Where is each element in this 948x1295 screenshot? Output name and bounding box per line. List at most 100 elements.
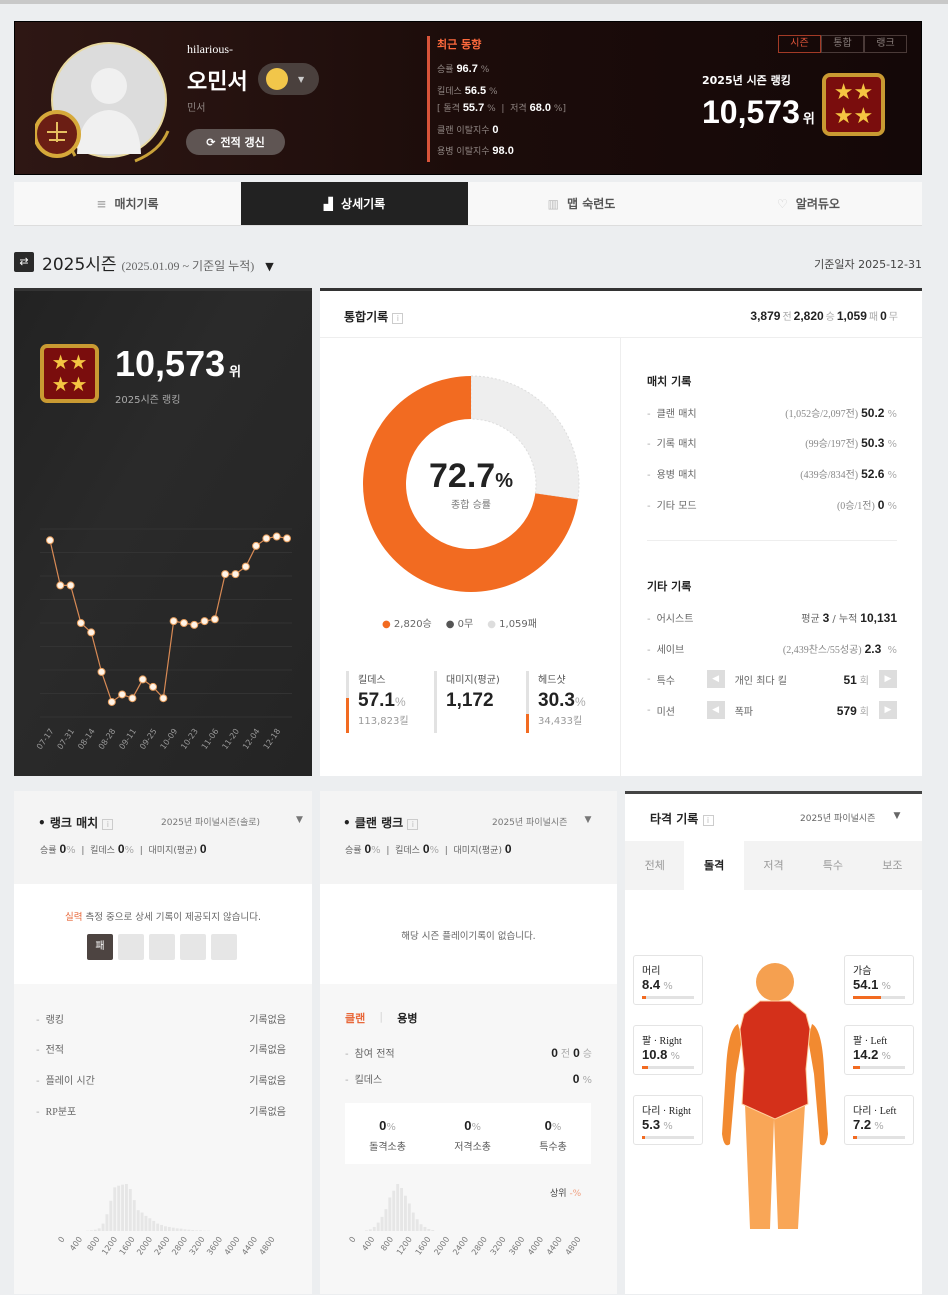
user-silhouette-icon (91, 68, 127, 104)
heart-icon: ♡ (777, 196, 788, 211)
emblem-selector[interactable]: ▼ (258, 63, 319, 95)
next-icon[interactable]: ▶ (879, 670, 897, 688)
winrate-donut-chart (363, 375, 580, 592)
x-tick-label: 08-14 (76, 727, 97, 751)
rank-match-panel: • 랭크 매치 i 2025년 파이널시즌(솔로) ▼ 승률 0% | 킬데스 0… (14, 791, 312, 1294)
x-tick-label: 4800 (258, 1235, 277, 1257)
clan-subtabs: 클랜 | 용병 (345, 1010, 418, 1025)
data-point (231, 570, 240, 579)
histogram-bar (132, 1200, 136, 1231)
histogram-bar (407, 1203, 411, 1231)
rp-distribution-chart: 0 400 800120016002000240028003200360040004… (56, 1184, 277, 1257)
tab-secondary[interactable]: 보조 (882, 859, 903, 872)
info-icon[interactable]: i (102, 819, 114, 830)
rank-tab-total[interactable]: 통합 (821, 35, 864, 53)
part-bar (642, 1136, 694, 1139)
histogram-bar (171, 1227, 175, 1231)
data-point (138, 675, 147, 684)
divider (647, 540, 897, 541)
x-tick-label: 11-20 (220, 727, 241, 751)
rank-tabs: 시즌 통합 랭크 (778, 35, 907, 53)
legend-draw: ● 0무 (445, 619, 474, 630)
kd-stat: 킬데스 57.1% 113,823킬 (358, 675, 409, 727)
bar-chart-icon: ▟ (323, 196, 334, 211)
x-tick-label: 08-28 (97, 727, 118, 751)
x-tick-label: 2000 (432, 1235, 451, 1257)
tab-match-history[interactable]: ≡ 매치기록 (96, 196, 159, 212)
rank-tab-season[interactable]: 시즌 (778, 35, 821, 53)
clan-season-dropdown[interactable]: 2025년 파이널시즌 ▼ (492, 815, 592, 828)
tab-all[interactable]: 전체 (644, 859, 665, 872)
tab-special[interactable]: 특수 (822, 859, 844, 872)
rank-match-title: • 랭크 매치 i (38, 814, 114, 831)
histogram-bar (187, 1229, 191, 1231)
hit-part-box: 팔 · Right 10.8 % (633, 1025, 703, 1075)
x-tick-label: 400 (68, 1235, 84, 1253)
season-switch-icon[interactable]: ⇄ (14, 252, 34, 272)
legend-win: ● 2,820승 (382, 619, 432, 630)
tab-map-mastery[interactable]: ▥ 맵 숙련도 (547, 196, 616, 212)
rank-tab-rank[interactable]: 랭크 (864, 35, 907, 53)
hit-part-box: 머리 8.4 % (633, 955, 703, 1005)
x-tick-label: 400 (360, 1235, 376, 1253)
histogram-bar (128, 1189, 132, 1231)
histogram-bar (392, 1190, 396, 1231)
season-selector[interactable]: 2025시즌 (2025.01.09 ~ 기준일 누적) ▼ (42, 255, 274, 275)
x-tick-label: 2400 (153, 1235, 172, 1257)
data-point (169, 617, 178, 626)
histogram-bar (199, 1230, 202, 1231)
data-point (128, 694, 137, 703)
x-tick-label: 3600 (205, 1235, 224, 1257)
histogram-bar (400, 1188, 403, 1231)
rank-history-chart: 07-17 07-31 08-14 08-28 09-11 09-25 10-09 10-23… (35, 528, 292, 751)
info-icon[interactable]: i (407, 819, 419, 830)
hit-season-dropdown[interactable]: 2025년 파이널시즌 ▼ (800, 811, 901, 824)
tab-detail-records[interactable]: ▟ 상세기록 (241, 182, 468, 225)
prev-icon[interactable]: ◀ (706, 670, 725, 688)
player-name: 오민서 (187, 70, 248, 95)
histogram-bar (136, 1210, 140, 1231)
justice-scale-medal-icon (35, 110, 81, 158)
hit-part-box: 가슴 54.1 % (844, 955, 914, 1005)
profile-header: hilarious- 오민서 ▼ 민서 ⟳ 전적 갱신 최근 동향 승률 96.7… (14, 21, 922, 175)
legs-shape (745, 1104, 805, 1229)
tab-assault[interactable]: 돌격 (684, 841, 744, 890)
divider (434, 671, 437, 733)
x-tick-label: 1200 (100, 1235, 119, 1257)
clan-rank-summary: 승률 0% | 킬데스 0% | 대미지(평균) 0 (345, 842, 512, 856)
donut-slice-패 (470, 375, 580, 501)
data-point (76, 619, 85, 627)
prev-icon[interactable]: ◀ (706, 701, 725, 719)
histogram-bar (419, 1224, 423, 1231)
season-rank-label: 2025시즌 랭킹 (115, 395, 181, 406)
histogram-bar (89, 1230, 93, 1231)
tab-duo[interactable]: ♡ 알려듀오 (777, 196, 840, 212)
chest-shape (739, 1000, 811, 1120)
weapon-stat: 0% 특수총 (539, 1117, 567, 1153)
rank-season-dropdown[interactable]: 2025년 파이널시즌(솔로) ▼ (161, 815, 303, 828)
histogram-bar (183, 1229, 187, 1231)
part-bar (853, 996, 905, 999)
weapon-stat: 0% 저격소총 (454, 1117, 491, 1153)
tab-sniper[interactable]: 저격 (763, 859, 784, 872)
refresh-button[interactable]: ⟳ 전적 갱신 (186, 129, 285, 155)
data-point (179, 619, 188, 627)
info-icon[interactable]: i (702, 815, 714, 826)
histogram-bar (109, 1200, 113, 1231)
info-icon[interactable]: i (392, 313, 404, 324)
record-row: - 기타 모드 (0승/1전) 0% (647, 498, 897, 512)
part-value: 54.1 (853, 977, 879, 992)
chevron-down-icon: ▼ (584, 815, 592, 825)
histogram-bar (93, 1229, 97, 1231)
histogram-bar (431, 1229, 435, 1231)
histogram-bar (113, 1187, 117, 1231)
subtab-merc[interactable]: 용병 (397, 1012, 418, 1025)
next-icon[interactable]: ▶ (879, 701, 897, 719)
histogram-bar (125, 1184, 128, 1231)
histogram-bar (368, 1229, 372, 1231)
weapon-stats: 0% 돌격소총 0% 저격소총 0% 특수총 (345, 1103, 591, 1164)
x-tick-label: 3600 (507, 1235, 526, 1257)
histogram-bar (427, 1228, 431, 1231)
subtab-clan[interactable]: 클랜 (345, 1012, 366, 1025)
